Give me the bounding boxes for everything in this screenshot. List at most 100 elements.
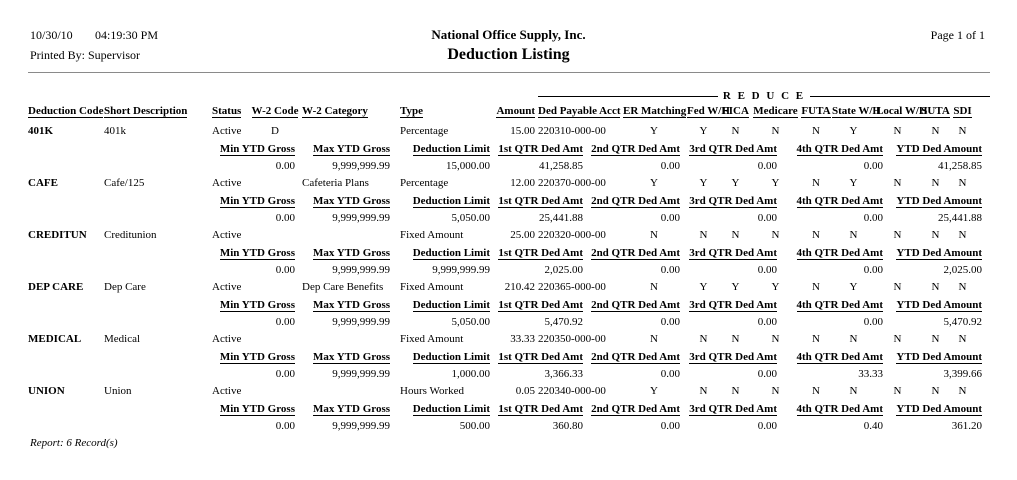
flag-local-wh: N [893, 333, 902, 345]
col-w2-category: W-2 Category [302, 105, 368, 118]
flag-sdi: N [958, 229, 967, 241]
min-ytd-gross: 0.00 [275, 420, 295, 432]
flag-fed-wh: N [699, 385, 708, 397]
deduction-record-creditun: CREDITUN Creditunion Active Fixed Amount… [0, 229, 1017, 281]
subcol-qtr4: 4th QTR Ded Amt [796, 143, 883, 156]
deduction-type: Percentage [400, 177, 449, 189]
qtr3-ded-amt: 0.00 [757, 264, 777, 276]
qtr4-ded-amt: 33.33 [858, 368, 883, 380]
status: Active [212, 177, 242, 189]
qtr1-ded-amt: 5,470.92 [544, 316, 584, 328]
flag-state-wh: Y [849, 281, 858, 293]
short-description: Cafe/125 [104, 177, 145, 189]
deduction-limit: 500.00 [459, 420, 490, 432]
col-deduction-code: Deduction Code [28, 105, 104, 118]
subcol-qtr1: 1st QTR Ded Amt [498, 143, 583, 156]
deduction-type: Fixed Amount [400, 333, 464, 345]
max-ytd-gross: 9,999,999.99 [332, 420, 390, 432]
flag-fica: N [731, 229, 740, 241]
status: Active [212, 125, 242, 137]
page-number: Page 1 of 1 [930, 28, 985, 42]
subcol-qtr3: 3rd QTR Ded Amt [689, 195, 777, 208]
subcol-qtr2: 2nd QTR Ded Amt [591, 247, 680, 260]
col-status: Status [212, 105, 242, 118]
flag-futa: N [812, 177, 820, 189]
subcol-min-ytd-gross: Min YTD Gross [219, 351, 295, 364]
subcol-qtr3: 3rd QTR Ded Amt [689, 403, 777, 416]
subcol-qtr1: 1st QTR Ded Amt [498, 195, 583, 208]
qtr3-ded-amt: 0.00 [757, 368, 777, 380]
subcol-ytd: YTD Ded Amount [896, 195, 982, 208]
amount: 12.00 [510, 177, 535, 189]
subcol-qtr3: 3rd QTR Ded Amt [689, 143, 777, 156]
flag-er-matching: N [650, 229, 658, 241]
deduction-limit: 1,000.00 [451, 368, 491, 380]
flag-state-wh: N [849, 385, 858, 397]
qtr4-ded-amt: 0.00 [863, 264, 883, 276]
subcol-deduction-limit: Deduction Limit [412, 195, 490, 208]
flag-medicare: N [771, 333, 780, 345]
subcol-deduction-limit: Deduction Limit [412, 403, 490, 416]
max-ytd-gross: 9,999,999.99 [332, 316, 390, 328]
flag-futa: N [812, 385, 820, 397]
qtr4-ded-amt: 0.40 [863, 420, 883, 432]
col-sdi: SDI [953, 105, 972, 118]
w2-category: Cafeteria Plans [302, 177, 369, 189]
flag-suta: N [931, 177, 940, 189]
subcol-max-ytd-gross: Max YTD Gross [313, 351, 390, 364]
status: Active [212, 281, 242, 293]
flag-medicare: Y [771, 177, 780, 189]
qtr2-ded-amt: 0.00 [660, 160, 680, 172]
ded-payable-acct: 220350-000-00 [538, 333, 606, 345]
qtr1-ded-amt: 2,025.00 [544, 264, 584, 276]
qtr3-ded-amt: 0.00 [757, 160, 777, 172]
subcol-max-ytd-gross: Max YTD Gross [313, 195, 390, 208]
flag-er-matching: Y [650, 125, 658, 137]
print-date: 10/30/10 [30, 28, 73, 42]
deduction-type: Fixed Amount [400, 281, 464, 293]
deduction-limit: 15,000.00 [446, 160, 490, 172]
qtr2-ded-amt: 0.00 [660, 316, 680, 328]
company-name: National Office Supply, Inc. [431, 27, 586, 42]
min-ytd-gross: 0.00 [275, 316, 295, 328]
qtr3-ded-amt: 0.00 [757, 420, 777, 432]
flag-state-wh: N [849, 333, 858, 345]
flag-er-matching: Y [650, 177, 658, 189]
flag-suta: N [931, 125, 940, 137]
flag-fica: N [731, 385, 740, 397]
min-ytd-gross: 0.00 [275, 368, 295, 380]
col-local-wh: Local W/H [876, 105, 928, 118]
subcol-qtr4: 4th QTR Ded Amt [796, 247, 883, 260]
flag-fed-wh: N [699, 333, 708, 345]
min-ytd-gross: 0.00 [275, 212, 295, 224]
flag-fica: N [731, 333, 740, 345]
col-fica: FICA [722, 105, 749, 118]
max-ytd-gross: 9,999,999.99 [332, 160, 390, 172]
subcol-qtr4: 4th QTR Ded Amt [796, 403, 883, 416]
deduction-record-depcare: DEP CARE Dep Care Active Dep Care Benefi… [0, 281, 1017, 333]
flag-local-wh: N [893, 281, 902, 293]
col-state-wh: State W/H [832, 105, 881, 118]
page-title: Deduction Listing [447, 46, 570, 63]
flag-futa: N [812, 229, 820, 241]
ded-payable-acct: 220320-000-00 [538, 229, 606, 241]
print-time: 04:19:30 PM [95, 28, 159, 42]
qtr3-ded-amt: 0.00 [757, 316, 777, 328]
ytd-ded-amount: 5,470.92 [943, 316, 983, 328]
short-description: Dep Care [104, 281, 146, 293]
subcol-qtr4: 4th QTR Ded Amt [796, 351, 883, 364]
ytd-ded-amount: 2,025.00 [943, 264, 983, 276]
printed-by: Printed By: Supervisor [30, 48, 140, 62]
deduction-type: Hours Worked [400, 385, 464, 397]
ytd-ded-amount: 361.20 [951, 420, 982, 432]
subcol-ytd: YTD Ded Amount [896, 143, 982, 156]
subcol-qtr3: 3rd QTR Ded Amt [689, 247, 777, 260]
flag-sdi: N [958, 333, 967, 345]
qtr2-ded-amt: 0.00 [660, 212, 680, 224]
deduction-type: Percentage [400, 125, 449, 137]
qtr4-ded-amt: 0.00 [863, 316, 883, 328]
qtr3-ded-amt: 0.00 [757, 212, 777, 224]
subcol-qtr1: 1st QTR Ded Amt [498, 299, 583, 312]
flag-futa: N [812, 281, 820, 293]
subcol-deduction-limit: Deduction Limit [412, 351, 490, 364]
